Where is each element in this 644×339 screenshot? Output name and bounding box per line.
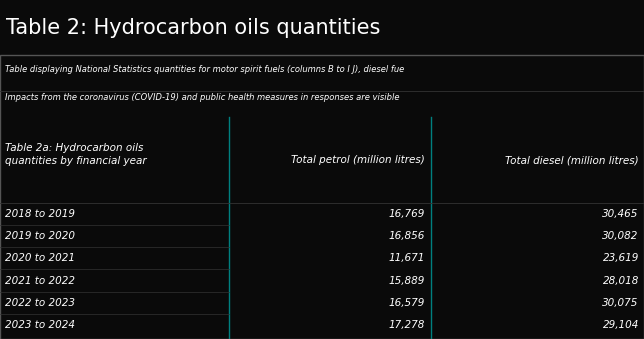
Text: 11,671: 11,671 bbox=[389, 253, 425, 263]
Text: 2019 to 2020: 2019 to 2020 bbox=[5, 231, 75, 241]
Text: 23,619: 23,619 bbox=[603, 253, 639, 263]
Text: Table displaying National Statistics quantities for motor spirit fuels (columns : Table displaying National Statistics qua… bbox=[5, 65, 404, 74]
Text: Table 2: Hydrocarbon oils quantities: Table 2: Hydrocarbon oils quantities bbox=[6, 18, 381, 38]
Text: 2021 to 2022: 2021 to 2022 bbox=[5, 276, 75, 285]
Text: 15,889: 15,889 bbox=[389, 276, 425, 285]
Text: 30,082: 30,082 bbox=[603, 231, 639, 241]
Text: 2022 to 2023: 2022 to 2023 bbox=[5, 298, 75, 308]
Text: 28,018: 28,018 bbox=[603, 276, 639, 285]
Text: 30,075: 30,075 bbox=[603, 298, 639, 308]
Text: 30,465: 30,465 bbox=[603, 209, 639, 219]
Text: 16,769: 16,769 bbox=[389, 209, 425, 219]
Text: Total diesel (million litres): Total diesel (million litres) bbox=[506, 155, 639, 165]
Text: 16,579: 16,579 bbox=[389, 298, 425, 308]
Text: 2018 to 2019: 2018 to 2019 bbox=[5, 209, 75, 219]
Text: Table 2a: Hydrocarbon oils
quantities by financial year: Table 2a: Hydrocarbon oils quantities by… bbox=[5, 143, 147, 165]
Text: 2020 to 2021: 2020 to 2021 bbox=[5, 253, 75, 263]
Text: Impacts from the coronavirus (COVID-19) and public health measures in responses : Impacts from the coronavirus (COVID-19) … bbox=[5, 93, 400, 102]
Text: 16,856: 16,856 bbox=[389, 231, 425, 241]
Text: Total petrol (million litres): Total petrol (million litres) bbox=[291, 155, 425, 165]
Text: 17,278: 17,278 bbox=[389, 320, 425, 330]
Text: 2023 to 2024: 2023 to 2024 bbox=[5, 320, 75, 330]
Text: 29,104: 29,104 bbox=[603, 320, 639, 330]
